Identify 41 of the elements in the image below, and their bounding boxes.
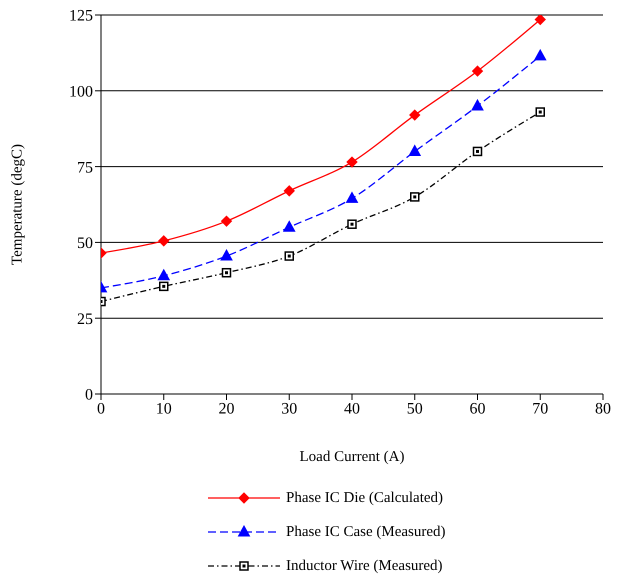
point: [158, 235, 170, 246]
point: [159, 282, 168, 292]
point: [284, 185, 295, 196]
point: [284, 251, 294, 261]
x-tick-label: 80: [595, 400, 611, 418]
y-tick-label: 125: [69, 8, 93, 25]
legend-label: Phase IC Case (Measured): [286, 524, 446, 540]
point: [346, 192, 358, 203]
point: [158, 269, 170, 280]
point: [220, 250, 232, 261]
legend-label: Inductor Wire (Measured): [286, 558, 443, 574]
y-axis-title: Temperature (degC): [9, 144, 26, 265]
legend-label: Phase IC Die (Calculated): [286, 490, 444, 506]
y-tick-label: 50: [77, 235, 93, 252]
point: [410, 192, 420, 202]
y-tick-label: 25: [77, 310, 93, 328]
x-tick-label: 30: [281, 400, 298, 418]
x-tick-label: 60: [470, 400, 486, 418]
y-tick-label: 100: [69, 83, 93, 100]
point: [472, 146, 482, 156]
point: [472, 66, 483, 77]
point: [536, 107, 545, 117]
point: [472, 99, 484, 110]
x-axis-title: Load Current (A): [300, 449, 404, 465]
x-tick-label: 70: [532, 400, 548, 418]
point: [283, 220, 296, 232]
y-tick-label: 75: [77, 159, 93, 176]
y-tick-label: 0: [85, 386, 93, 404]
point: [534, 15, 546, 26]
point: [346, 156, 358, 168]
point: [409, 110, 420, 121]
x-tick-label: 0: [97, 400, 105, 418]
point: [534, 49, 546, 60]
x-tick-label: 40: [344, 400, 360, 418]
x-tick-label: 10: [156, 400, 172, 418]
point: [408, 144, 421, 156]
x-tick-label: 20: [218, 400, 234, 418]
point: [221, 216, 232, 227]
point: [347, 219, 357, 229]
point: [222, 268, 232, 278]
x-tick-label: 50: [406, 400, 423, 418]
